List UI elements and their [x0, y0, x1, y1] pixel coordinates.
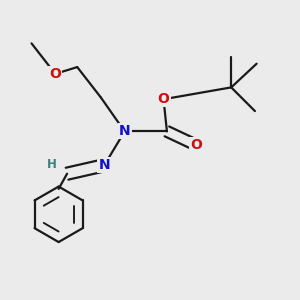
Text: N: N: [98, 158, 110, 172]
Text: H: H: [47, 158, 57, 171]
Text: O: O: [158, 92, 169, 106]
Text: N: N: [119, 124, 130, 138]
Text: O: O: [49, 67, 61, 81]
Text: O: O: [190, 138, 202, 152]
